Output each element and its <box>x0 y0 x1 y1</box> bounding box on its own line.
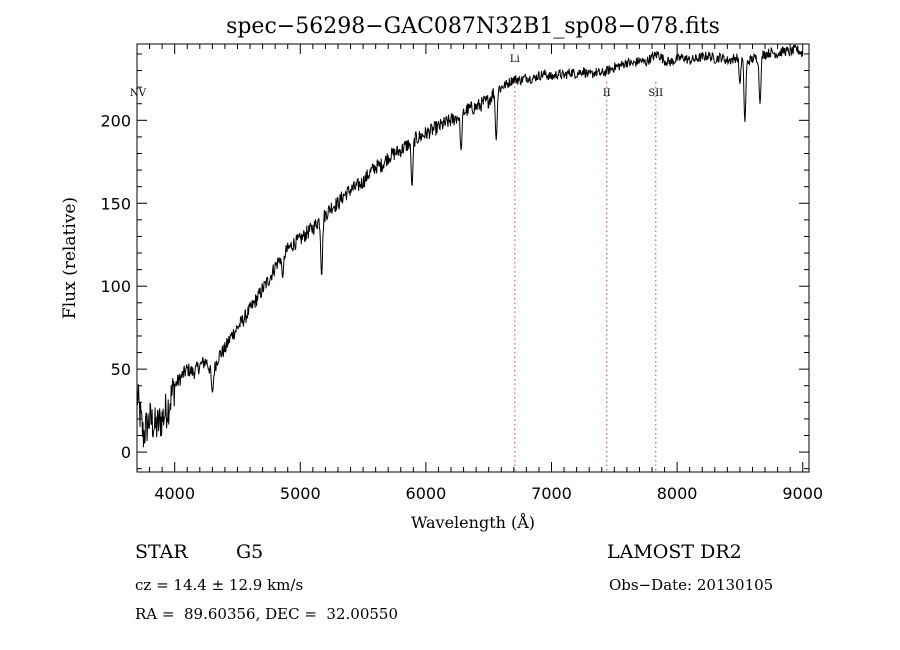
observation-date: Obs−Date: 20130105 <box>609 576 774 594</box>
x-tick-label: 9000 <box>782 484 823 503</box>
line-label-nv: NV <box>130 88 147 99</box>
sky-coordinates: RA = 89.60356, DEC = 32.00550 <box>135 605 399 623</box>
x-tick-label: 7000 <box>531 484 572 503</box>
x-tick-label: 6000 <box>406 484 447 503</box>
y-tick-label: 50 <box>111 360 131 379</box>
survey-name: LAMOST DR2 <box>607 541 742 563</box>
x-axis-label: Wavelength (Å) <box>411 512 535 532</box>
subclass: G5 <box>236 541 264 563</box>
y-tick-label: 100 <box>100 277 131 296</box>
y-tick-label: 0 <box>121 443 131 462</box>
line-label-sii: SII <box>648 88 663 99</box>
line-label-ii: II <box>603 88 611 99</box>
chart-title: spec−56298−GAC087N32B1_sp08−078.fits <box>226 14 720 39</box>
y-tick-label: 200 <box>100 111 131 130</box>
y-tick-label: 150 <box>100 194 131 213</box>
y-axis-label: Flux (relative) <box>60 197 80 319</box>
x-tick-label: 4000 <box>154 484 195 503</box>
redshift-cz: cz = 14.4 ± 12.9 km/s <box>135 576 304 594</box>
plot-frame <box>136 43 810 473</box>
x-tick-label: 8000 <box>657 484 698 503</box>
line-label-li: Li <box>510 54 520 65</box>
x-tick-label: 5000 <box>280 484 321 503</box>
spectrum-line <box>136 44 804 448</box>
object-class: STAR <box>135 541 188 563</box>
